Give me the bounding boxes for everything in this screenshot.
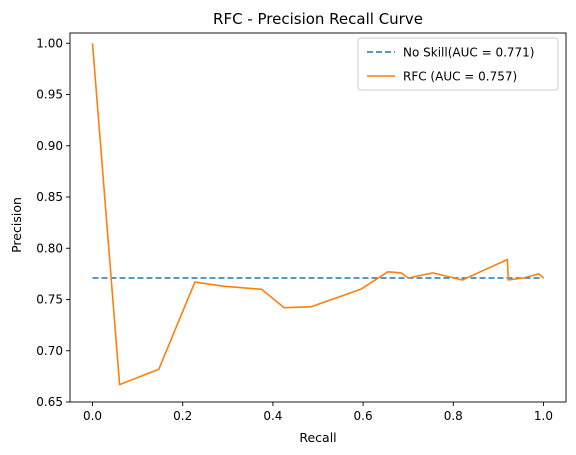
x-axis-label: Recall <box>299 430 336 445</box>
y-tick-label: 0.95 <box>36 88 63 102</box>
x-tick-label: 0.6 <box>354 409 373 423</box>
chart-title: RFC - Precision Recall Curve <box>213 10 423 28</box>
y-tick-label: 0.75 <box>36 293 63 307</box>
legend: No Skill(AUC = 0.771) RFC (AUC = 0.757) <box>358 38 558 90</box>
x-tick-label: 0.8 <box>444 409 463 423</box>
x-tick-label: 0.4 <box>263 409 282 423</box>
x-tick-label: 0.2 <box>173 409 192 423</box>
y-tick-label: 0.80 <box>36 241 63 255</box>
legend-label: No Skill(AUC = 0.771) <box>403 46 534 60</box>
x-tick-label: 1.0 <box>534 409 553 423</box>
y-tick-label: 1.00 <box>36 36 63 50</box>
y-tick-label: 0.70 <box>36 344 63 358</box>
y-tick-label: 0.65 <box>36 395 63 409</box>
y-axis-label: Precision <box>9 197 24 253</box>
x-tick-label: 0.0 <box>83 409 102 423</box>
y-tick-label: 0.85 <box>36 190 63 204</box>
y-tick-label: 0.90 <box>36 139 63 153</box>
legend-label: RFC (AUC = 0.757) <box>403 70 517 84</box>
